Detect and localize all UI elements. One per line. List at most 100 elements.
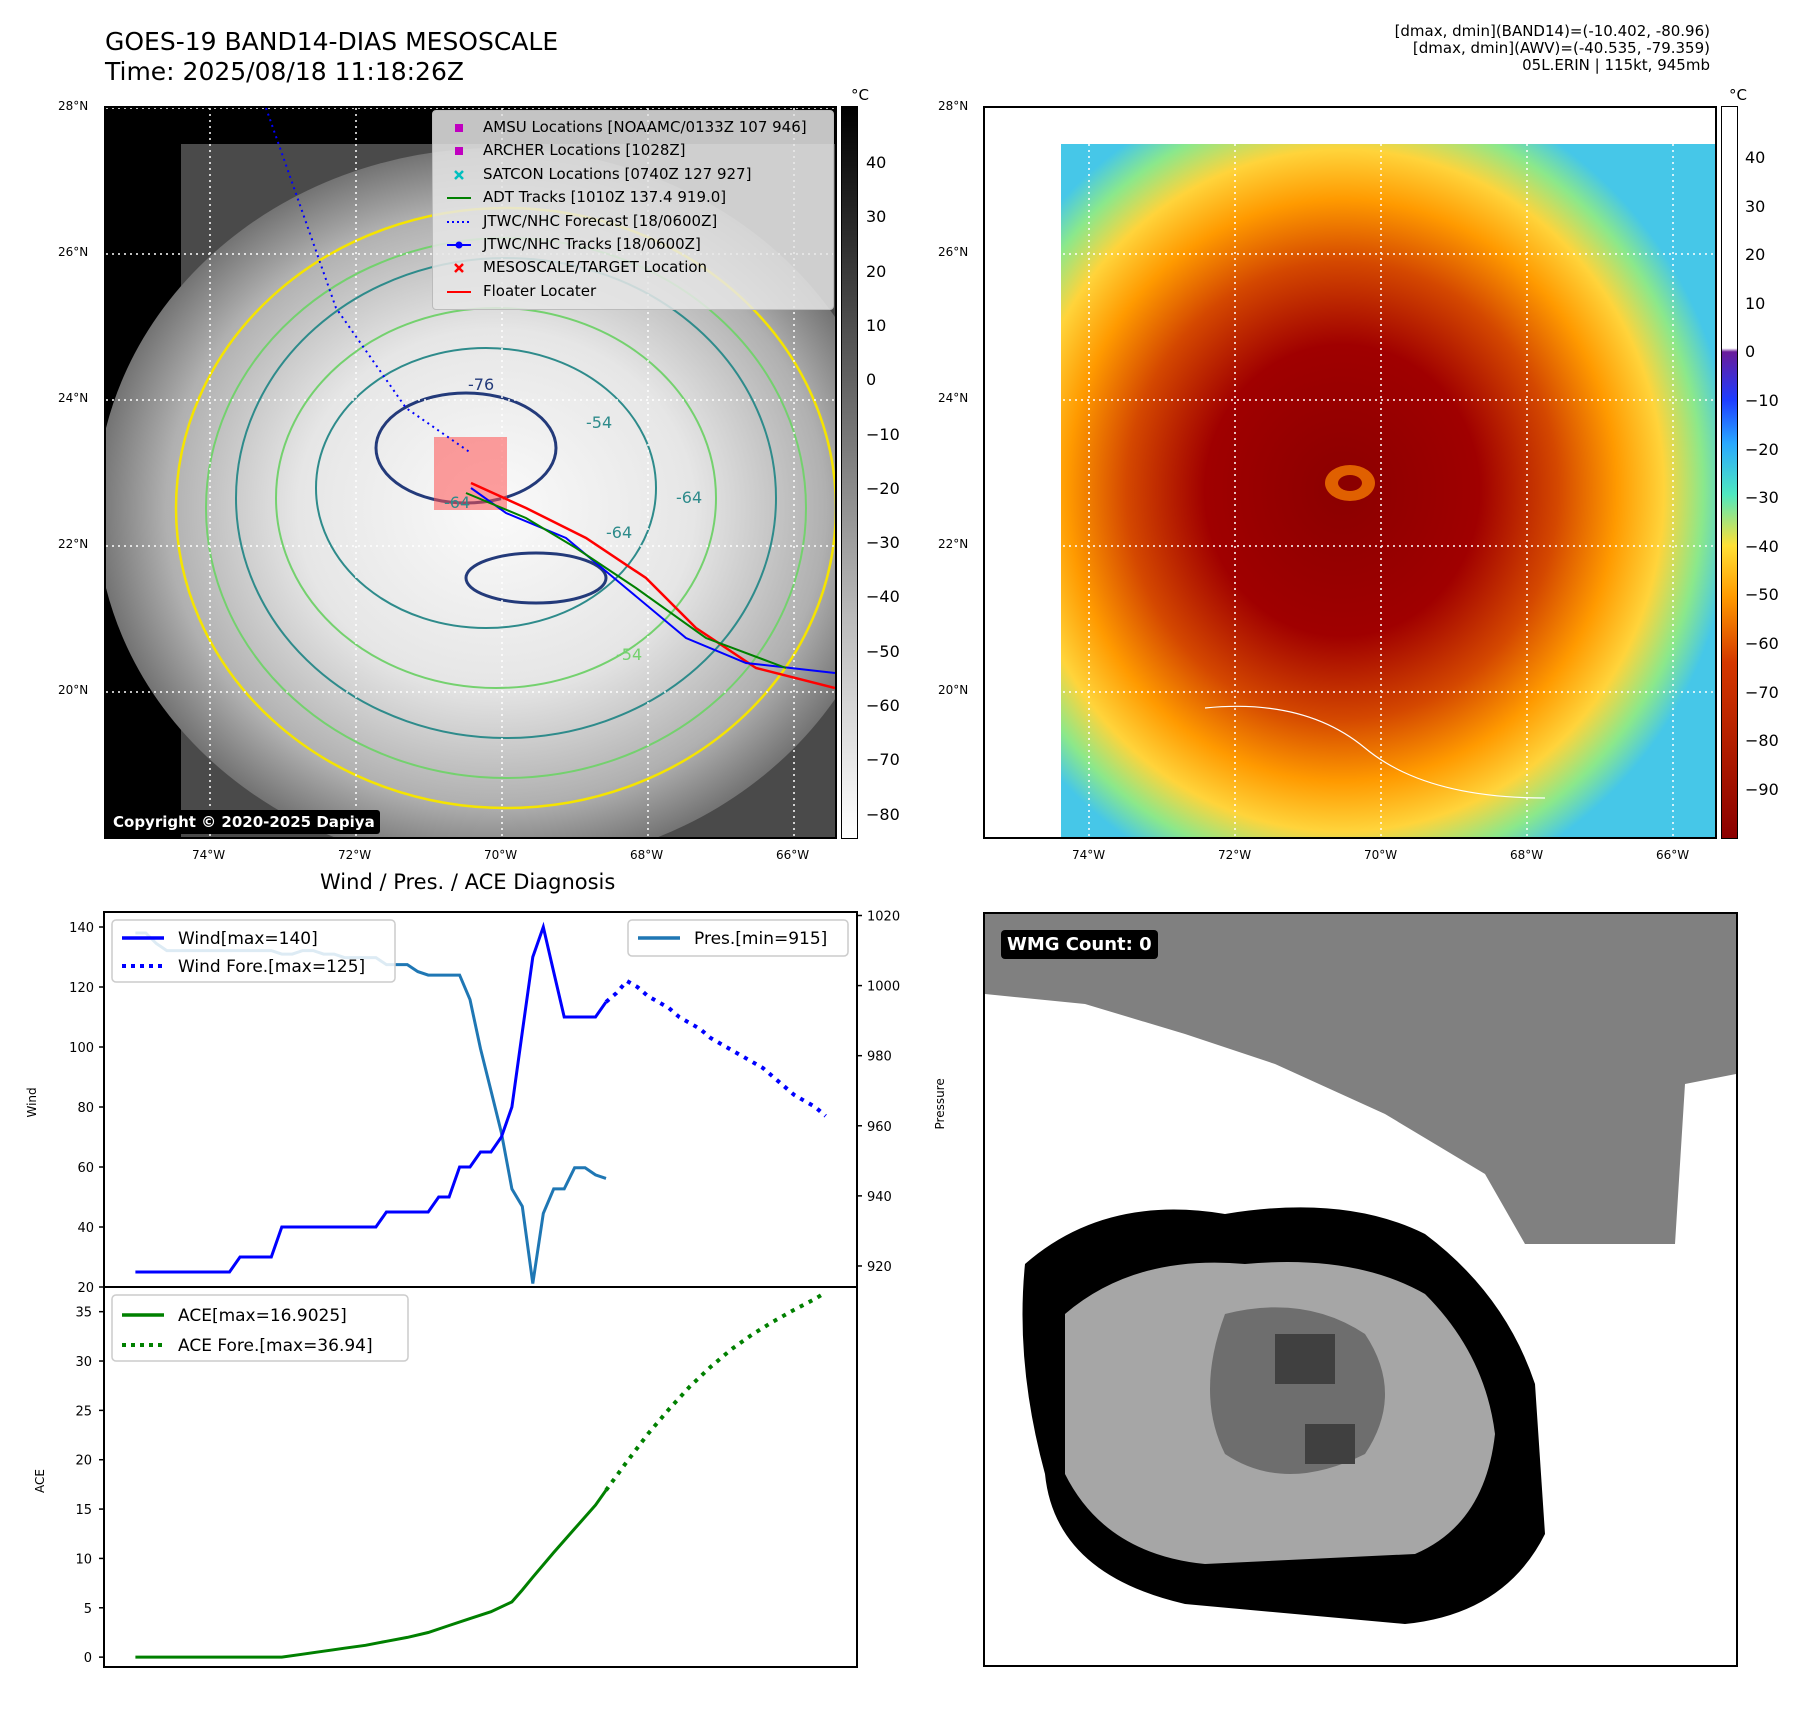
lon-label: 66°W [1656, 848, 1690, 862]
wind-tick-label: 40 [77, 1221, 94, 1236]
contour-label-5: -64 [444, 493, 470, 512]
awv-colorbar-unit: °C [1729, 86, 1747, 104]
copyright-label: Copyright © 2020-2025 Dapiya [108, 810, 380, 834]
colorbar-tick-label: 10 [866, 315, 887, 335]
map-legend-item: Floater Locater [433, 281, 833, 303]
lat-label: 22°N [58, 537, 89, 551]
lat-label: 24°N [938, 391, 969, 405]
legend-ace: ACE[max=16.9025] [178, 1306, 347, 1326]
wind-series-line [135, 921, 608, 1274]
map-legend: AMSU Locations [NOAAMC/0133Z 107 946] ARC… [432, 110, 834, 310]
pressure-legend [627, 919, 849, 957]
legend-wind: Wind[max=140] [178, 929, 318, 949]
legend-marker-line [447, 283, 471, 301]
colorbar-tick-label: 0 [866, 370, 877, 390]
ace-forecast-series-line [604, 1290, 827, 1492]
ace-tick-label: 35 [75, 1306, 92, 1321]
colorbar-tick-label: 0 [1745, 342, 1756, 362]
colorbar-tick-label: −60 [866, 696, 900, 715]
lon-label: 68°W [1510, 848, 1544, 862]
wind-tick-label: 100 [69, 1041, 94, 1056]
ace-axes-frame [103, 1286, 858, 1668]
map-legend-item: ADT Tracks [1010Z 137.4 919.0] [433, 187, 833, 209]
map-legend-label: Floater Locater [483, 281, 597, 300]
contour-label-4: -64 [676, 488, 702, 507]
map-legend-label: JTWC/NHC Forecast [18/0600Z] [483, 211, 718, 230]
info-block: [dmax, dmin](BAND14)=(-10.402, -80.96) [… [1110, 23, 1710, 74]
lat-label: 24°N [58, 391, 89, 405]
colorbar-tick-label: 20 [1745, 245, 1766, 265]
colorbar-tick-label: −70 [1745, 682, 1779, 702]
pressure-tick-label: 1000 [867, 980, 900, 995]
wind-legend [111, 919, 396, 983]
lon-label: 72°W [1218, 848, 1252, 862]
contour-label-6: -54 [616, 645, 642, 664]
map-legend-label: ARCHER Locations [1028Z] [483, 141, 686, 160]
map-legend-label: AMSU Locations [NOAAMC/0133Z 107 946] [483, 118, 807, 136]
awv-map-svg [985, 108, 1715, 837]
legend-marker-line [447, 189, 471, 207]
lon-label: 72°W [338, 848, 372, 862]
wind-tick-label: 20 [77, 1281, 94, 1296]
map-legend-item: JTWC/NHC Tracks [18/0600Z] [433, 234, 833, 256]
ace-tick-label: 10 [75, 1552, 92, 1567]
title-line-1: GOES-19 BAND14-DIAS MESOSCALE [105, 27, 559, 56]
colorbar-tick-label: −50 [1745, 585, 1779, 605]
pressure-axis-label: Pressure [933, 1078, 947, 1129]
legend-marker-square [447, 119, 471, 137]
legend-marker-x [447, 259, 471, 277]
info-line-1: [dmax, dmin](BAND14)=(-10.402, -80.96) [1394, 22, 1710, 40]
wind-tick-label: 120 [69, 981, 94, 996]
wind-axis-label: Wind [25, 1087, 39, 1117]
map-legend-item: SATCON Locations [0740Z 127 927] [433, 164, 833, 186]
info-line-3: 05L.ERIN | 115kt, 945mb [1522, 56, 1710, 74]
diagnosis-title: Wind / Pres. / ACE Diagnosis [320, 870, 616, 894]
ace-legend [111, 1294, 409, 1362]
band14-colorbar-unit: °C [851, 86, 869, 104]
figure-title: GOES-19 BAND14-DIAS MESOSCALE Time: 2025… [105, 27, 558, 87]
pressure-tick-label: 920 [867, 1260, 892, 1275]
colorbar-tick-label: 10 [1745, 293, 1766, 313]
wind-forecast-series-line [604, 978, 827, 1118]
colorbar-tick-label: −60 [1745, 634, 1779, 653]
legend-marker-square [447, 142, 471, 160]
colorbar-tick-label: −80 [1745, 731, 1779, 751]
map-legend-item: ARCHER Locations [1028Z] [433, 140, 833, 162]
lon-label: 74°W [1072, 848, 1106, 862]
info-line-2: [dmax, dmin](AWV)=(-40.535, -79.359) [1412, 39, 1710, 57]
wmg-svg [985, 914, 1736, 1624]
ace-tick-label: 20 [75, 1454, 92, 1469]
colorbar-tick-label: −80 [866, 804, 900, 824]
colorbar-tick-label: −90 [1745, 779, 1779, 799]
wmg-count-badge: WMG Count: 0 [1001, 930, 1158, 959]
pressure-tick-label: 1020 [867, 910, 900, 925]
ace-tick-label: 30 [75, 1355, 92, 1370]
map-legend-label: ADT Tracks [1010Z 137.4 919.0] [483, 188, 727, 207]
lat-label: 26°N [938, 245, 969, 259]
legend-pressure: Pres.[min=915] [694, 929, 827, 949]
map-legend-label: MESOSCALE/TARGET Location [483, 258, 708, 277]
pressure-tick-label: 940 [867, 1190, 892, 1205]
wind-tick-label: 80 [77, 1101, 94, 1116]
wmg-panel: WMG Count: 0 [983, 912, 1738, 1667]
colorbar-tick-label: 30 [1745, 196, 1766, 216]
map-legend-item: MESOSCALE/TARGET Location [433, 257, 833, 279]
map-legend-label: SATCON Locations [0740Z 127 927] [483, 164, 752, 183]
contour-label-2: -64 [606, 523, 632, 542]
colorbar-tick-label: −30 [1745, 488, 1779, 508]
lon-label: 68°W [630, 848, 664, 862]
band14-colorbar [841, 106, 858, 839]
legend-wind-forecast: Wind Fore.[max=125] [178, 957, 365, 977]
awv-map-panel [983, 106, 1717, 839]
lat-label: 28°N [58, 99, 89, 113]
pressure-tick-label: 960 [867, 1120, 892, 1135]
awv-colorbar [1721, 106, 1738, 839]
pressure-tick-label: 980 [867, 1050, 892, 1065]
wind-tick-label: 140 [69, 921, 94, 936]
map-legend-item: AMSU Locations [NOAAMC/0133Z 107 946] [433, 117, 833, 139]
map-legend-label: JTWC/NHC Tracks [18/0600Z] [483, 235, 701, 253]
colorbar-tick-label: 40 [1745, 148, 1766, 167]
contour-label-3: -54 [586, 413, 612, 432]
legend-marker-x [447, 166, 471, 184]
lat-label: 26°N [58, 245, 89, 259]
